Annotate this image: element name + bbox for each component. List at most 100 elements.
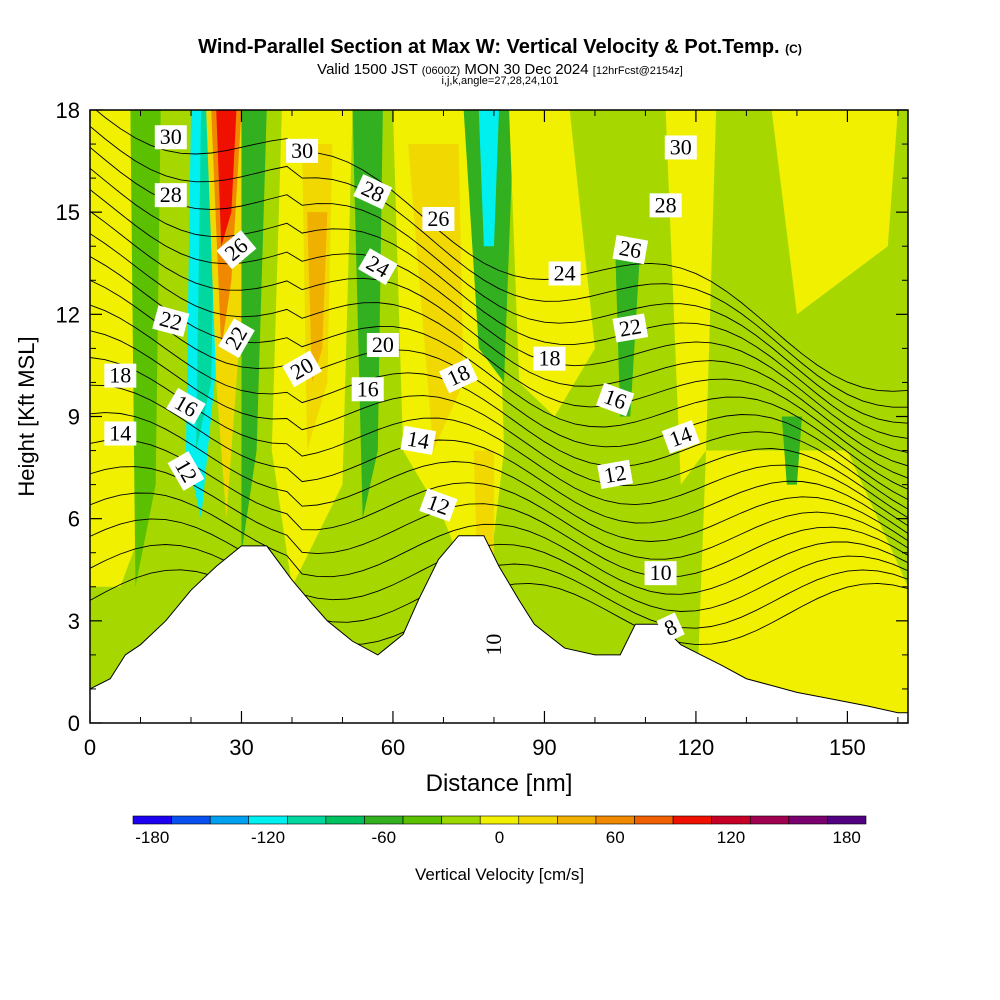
contour-label-box xyxy=(154,183,187,208)
theta-contour-line xyxy=(90,125,908,408)
contour-label: 20 xyxy=(366,332,399,357)
colorbar-swatch xyxy=(711,815,751,825)
contour-label: 12 xyxy=(597,459,633,489)
contour-label-text: 30 xyxy=(670,134,692,159)
colorbar-tick-label: -120 xyxy=(251,828,285,847)
theta-contour-line xyxy=(90,439,908,560)
theta-contour-line xyxy=(90,466,908,578)
colorbar-swatch xyxy=(364,815,404,825)
colorbar-tick-label: 120 xyxy=(717,828,745,847)
contour-label-text: 14 xyxy=(405,426,431,454)
downdraft-band xyxy=(781,416,802,485)
colorbar-tick-label: 180 xyxy=(833,828,861,847)
downdraft-band xyxy=(352,110,383,519)
contour-label-box xyxy=(481,628,506,661)
y-tick-label: 0 xyxy=(68,711,80,736)
contour-label: 26 xyxy=(422,206,455,231)
x-axis-label: Distance [nm] xyxy=(426,770,573,797)
colorbar-swatch xyxy=(595,815,635,825)
contour-label-box xyxy=(439,357,479,394)
contour-label-text: 10 xyxy=(481,634,506,656)
contour-label-box xyxy=(597,459,633,489)
contour-label: 14 xyxy=(400,425,437,455)
contour-label: 10 xyxy=(644,560,677,586)
contour-label: 24 xyxy=(357,248,398,286)
velocity-field xyxy=(90,110,908,723)
theta-contour-line xyxy=(90,279,908,500)
theta-contour-line xyxy=(90,330,908,519)
x-tick-label: 120 xyxy=(678,735,715,760)
contour-label-box xyxy=(419,488,458,522)
theta-contour-line xyxy=(90,518,908,612)
contour-label-box xyxy=(218,318,255,359)
contour-label-text: 20 xyxy=(372,332,394,357)
contour-label: 16 xyxy=(595,382,635,417)
theta-contour-line xyxy=(90,384,908,534)
x-tick-label: 0 xyxy=(84,735,96,760)
contour-label: 28 xyxy=(649,192,682,218)
x-tick-label: 30 xyxy=(229,735,253,760)
colorbar-swatch xyxy=(441,815,481,825)
contour-label-box xyxy=(366,332,399,357)
contour-label: 28 xyxy=(154,182,187,208)
theta-contour-line xyxy=(90,357,908,527)
colorbar-tick-label: 0 xyxy=(495,828,504,847)
contour-label-box xyxy=(351,377,384,402)
y-tick-label: 12 xyxy=(56,302,80,327)
contour-label: 30 xyxy=(664,134,697,160)
contour-label-box xyxy=(595,382,635,417)
colorbar-tick-label: 60 xyxy=(606,828,625,847)
contour-label-text: 28 xyxy=(160,182,182,207)
colorbar-tick-label: -180 xyxy=(135,828,169,847)
contour-label-box xyxy=(400,425,437,455)
colorbar-label: Vertical Velocity [cm/s] xyxy=(415,865,584,884)
colorbar-swatch xyxy=(171,815,211,825)
contour-label-text: 24 xyxy=(554,260,576,285)
contour-label-text: 30 xyxy=(291,138,313,163)
theta-contour-line xyxy=(90,146,908,424)
contour-label-text: 26 xyxy=(617,235,643,263)
colorbar-swatch xyxy=(518,815,558,825)
y-tick-label: 3 xyxy=(68,609,80,634)
contour-label: 18 xyxy=(533,346,566,371)
contour-label-text: 10 xyxy=(650,560,672,585)
colorbar-swatch xyxy=(479,815,520,825)
contour-label: 26 xyxy=(612,235,649,265)
contour-label-text: 28 xyxy=(655,192,677,217)
chart-indices: i,j,k,angle=27,28,24,101 xyxy=(441,75,559,87)
contour-label-box xyxy=(104,363,137,388)
colorbar: -180 -120 -60 0 60 120 180 Vertical Velocity [c… xyxy=(132,815,867,884)
contour-label: 20 xyxy=(282,350,322,388)
contour-label-text: 12 xyxy=(602,460,628,488)
downdraft-band xyxy=(478,110,499,247)
contour-label-box xyxy=(167,451,205,491)
chart-subtitle: Valid 1500 JST (0600Z) MON 30 Dec 2024 [… xyxy=(317,61,683,78)
contour-label-text: 18 xyxy=(538,346,560,371)
contour-label: 14 xyxy=(104,421,137,446)
contour-label-box xyxy=(152,305,190,337)
colorbar-swatch xyxy=(209,815,250,825)
contour-label-box xyxy=(612,235,649,265)
colorbar-swatch xyxy=(132,815,172,825)
y-tick-label: 6 xyxy=(68,507,80,532)
contour-label: 30 xyxy=(154,124,187,150)
contour-label-box xyxy=(644,561,677,586)
contour-label: 30 xyxy=(286,138,319,163)
y-tick-label: 15 xyxy=(56,200,80,225)
theta-contour-line xyxy=(95,110,908,392)
theta-contours xyxy=(90,110,908,646)
contour-label: 24 xyxy=(548,260,581,286)
contour-label-box xyxy=(286,138,319,163)
theta-contour-line xyxy=(90,412,908,542)
y-tick-label: 9 xyxy=(68,405,80,430)
theta-contour-line xyxy=(90,233,908,479)
contour-label-box xyxy=(656,612,685,643)
contour-label-box xyxy=(661,420,700,454)
contour-label-box xyxy=(104,421,137,446)
contour-label-box xyxy=(664,135,697,160)
x-tick-label: 150 xyxy=(829,735,866,760)
updraft-band xyxy=(216,110,237,247)
colorbar-swatch xyxy=(672,815,712,825)
